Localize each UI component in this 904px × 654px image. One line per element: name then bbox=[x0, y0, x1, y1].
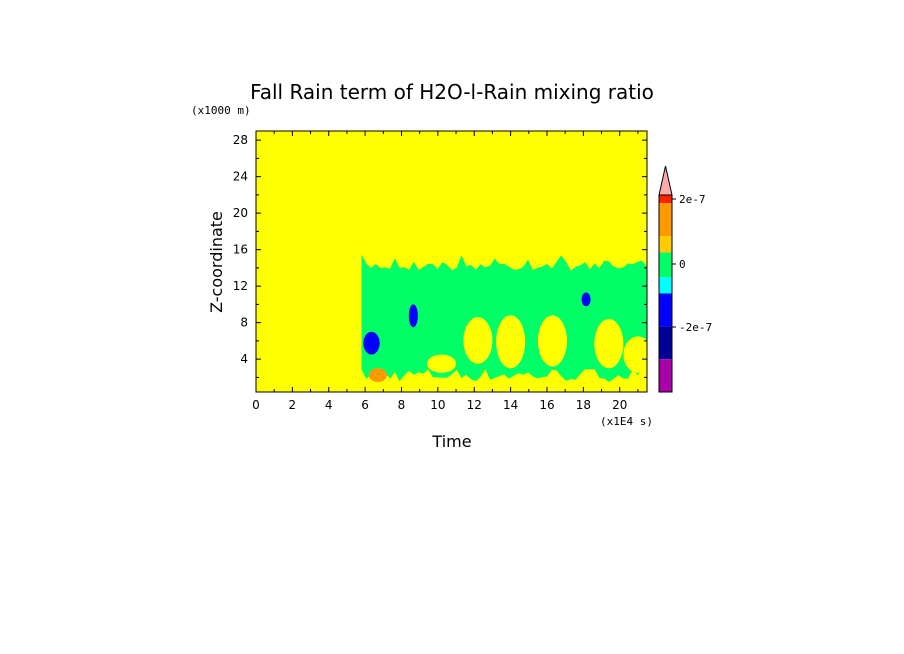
y-tick-label: 8 bbox=[240, 316, 248, 330]
colorbar-swatch bbox=[659, 203, 672, 237]
colorbar-swatch bbox=[659, 195, 672, 204]
x-tick-label: 6 bbox=[361, 398, 369, 412]
colorbar-frame bbox=[658, 194, 673, 393]
region-gap bbox=[426, 354, 457, 373]
x-tick-label: 20 bbox=[612, 398, 627, 412]
y-tick-label: 28 bbox=[233, 133, 248, 147]
region-gap bbox=[463, 317, 493, 364]
y-tick-label: 4 bbox=[240, 352, 248, 366]
colorbar-swatch bbox=[659, 359, 672, 392]
region-blue-core-3 bbox=[581, 292, 591, 307]
colorbar-overflow-triangle bbox=[658, 165, 673, 196]
x-tick-label: 4 bbox=[325, 398, 333, 412]
colorbar-label: 2e-7 bbox=[679, 193, 706, 206]
region-orange-low bbox=[368, 368, 387, 382]
field-regions bbox=[361, 254, 647, 382]
colorbar: 2e-7 0 -2e-7 bbox=[658, 165, 712, 393]
y-tick-label: 20 bbox=[233, 206, 248, 220]
colorbar-label: -2e-7 bbox=[679, 321, 712, 334]
region-gap bbox=[623, 336, 647, 373]
x-tick-label: 16 bbox=[539, 398, 554, 412]
plot-frame bbox=[255, 130, 648, 393]
x-axis-title: Time bbox=[431, 432, 471, 451]
x-tick-label: 0 bbox=[252, 398, 260, 412]
colorbar-label: 0 bbox=[679, 258, 686, 271]
x-tick-label: 10 bbox=[430, 398, 445, 412]
colorbar-swatch bbox=[659, 236, 672, 253]
x-scale-label: (x1E4 s) bbox=[600, 415, 653, 428]
y-axis-title: Z-coordinate bbox=[207, 211, 226, 313]
colorbar-swatch bbox=[659, 277, 672, 294]
x-tick-label: 18 bbox=[576, 398, 591, 412]
x-tick-label: 12 bbox=[467, 398, 482, 412]
chart-title: Fall Rain term of H2O-l-Rain mixing rati… bbox=[250, 80, 654, 104]
x-tick-label: 14 bbox=[503, 398, 518, 412]
colorbar-swatch bbox=[659, 326, 672, 360]
y-tick-label: 24 bbox=[233, 170, 248, 184]
region-blue-core-1 bbox=[363, 331, 380, 355]
colorbar-swatch bbox=[659, 252, 672, 278]
y-tick-label: 12 bbox=[233, 279, 248, 293]
region-gap bbox=[594, 318, 624, 369]
region-gap bbox=[537, 315, 567, 367]
y-scale-label: (x1000 m) bbox=[191, 104, 251, 117]
region-gap bbox=[496, 315, 526, 369]
x-tick-label: 2 bbox=[289, 398, 297, 412]
y-tick-label: 16 bbox=[233, 243, 248, 257]
colorbar-swatch bbox=[659, 293, 672, 327]
x-tick-label: 8 bbox=[398, 398, 406, 412]
region-blue-core-2 bbox=[408, 304, 418, 328]
